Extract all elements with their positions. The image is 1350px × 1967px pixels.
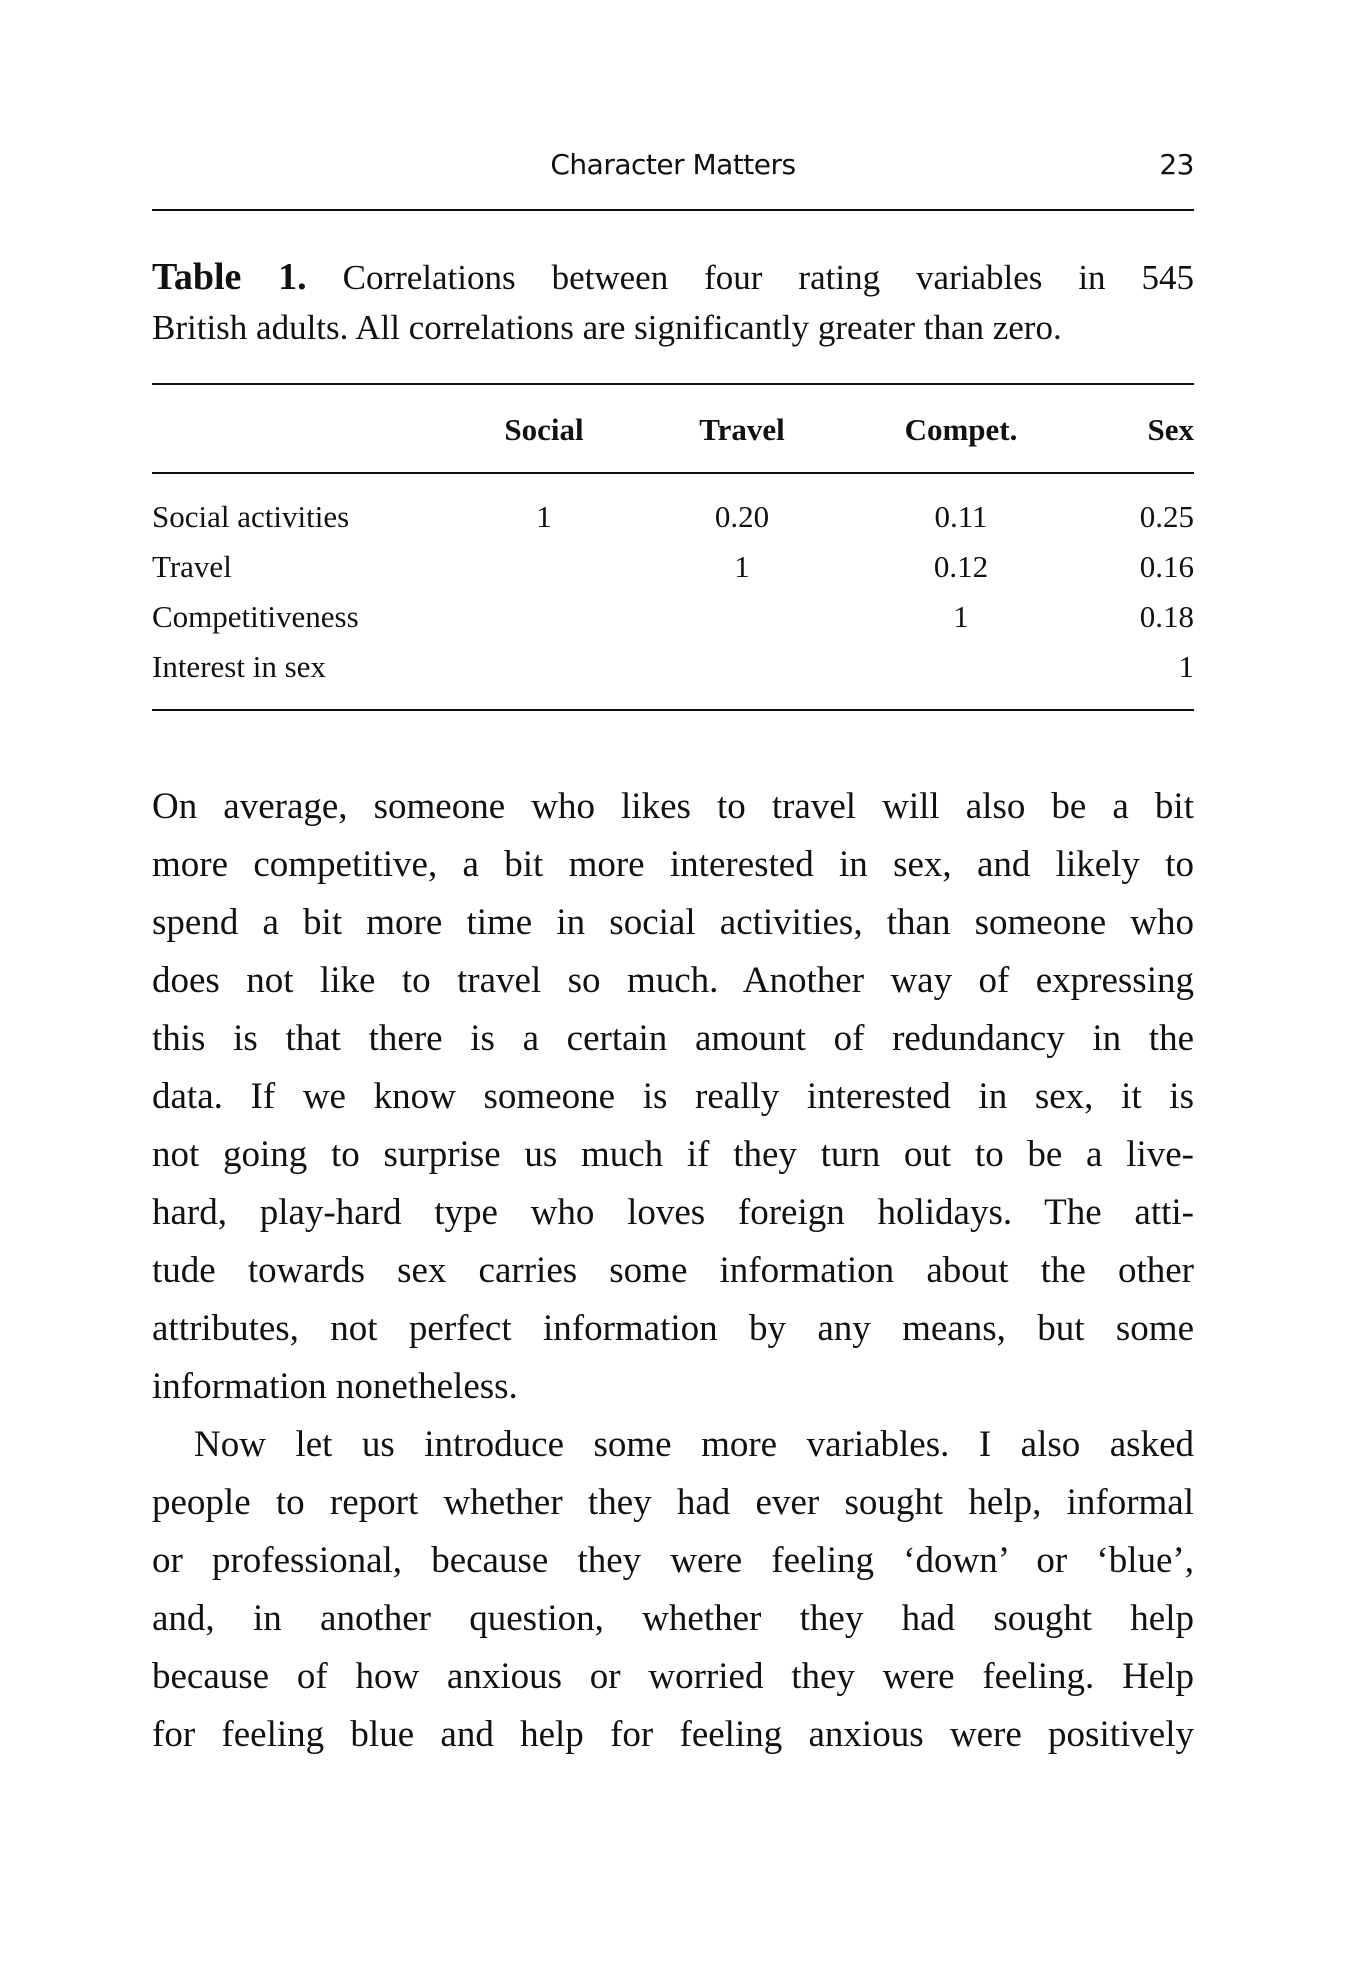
paragraph-line: hard, play-hard type who loves foreign h… [152,1192,1194,1233]
paragraph-line: On average, someone who likes to travel … [152,786,1194,827]
table-header-rule [152,472,1194,474]
caption-line: British adults. All correlations are sig… [152,308,1062,347]
table-bottom-rule [152,709,1194,711]
column-header: Compet. [904,412,1018,447]
paragraph-line: people to report whether they had ever s… [152,1482,1194,1523]
table-cell: 1 [953,599,969,634]
table-caption: Table 1. Correlations between four ratin… [152,252,1194,353]
table-cell: 0.11 [934,499,988,534]
header-rule [152,209,1194,211]
caption-line: Table 1. Correlations between four ratin… [152,252,1194,303]
row-label: Social activities [152,499,350,534]
paragraph-line: for feeling blue and help for feeling an… [152,1714,1194,1755]
paragraph-line: tude towards sex carries some informatio… [152,1250,1194,1291]
paragraph-line: data. If we know someone is really inter… [152,1076,1194,1117]
running-head: Character Matters 23 [152,148,1194,188]
column-header: Travel [699,412,785,447]
body-text: On average, someone who likes to travel … [152,778,1194,1764]
table-cell: 0.18 [1139,599,1194,634]
paragraph-line: because of how anxious or worried they w… [152,1656,1194,1697]
column-header: Sex [1147,412,1195,447]
caption-text: Correlations between four rating variabl… [342,258,1195,297]
table-cell: 0.20 [714,499,770,534]
paragraph-line: more competitive, a bit more interested … [152,844,1194,885]
table-cell: 0.12 [933,549,989,584]
row-label: Travel [152,549,232,584]
running-head-title: Character Matters [550,148,796,181]
paragraph-line: and, in another question, whether they h… [152,1598,1194,1639]
caption-label: Table 1. [152,256,307,298]
row-label: Interest in sex [152,649,326,684]
paragraph-line: not going to surprise us much if they tu… [152,1134,1194,1175]
table-cell: 0.16 [1139,549,1194,584]
paragraph-line: Now let us introduce some more variables… [194,1424,1194,1465]
paragraph-line: spend a bit more time in social activiti… [152,902,1194,943]
paragraph-line: this is that there is a certain amount o… [152,1018,1194,1059]
table-cell: 1 [734,549,750,584]
paragraph-line: does not like to travel so much. Another… [152,960,1194,1001]
table-top-rule [152,383,1194,385]
row-label: Competitiveness [152,599,359,634]
column-header: Social [504,412,584,447]
paragraph-line: attributes, not perfect information by a… [152,1308,1194,1349]
table-cell: 1 [1178,649,1195,684]
table-cell: 0.25 [1139,499,1194,534]
table-cell: 1 [536,499,552,534]
paragraph-line: or professional, because they were feeli… [152,1540,1194,1581]
paragraph-line: information nonetheless. [152,1366,518,1407]
page-number: 23 [1159,148,1194,181]
